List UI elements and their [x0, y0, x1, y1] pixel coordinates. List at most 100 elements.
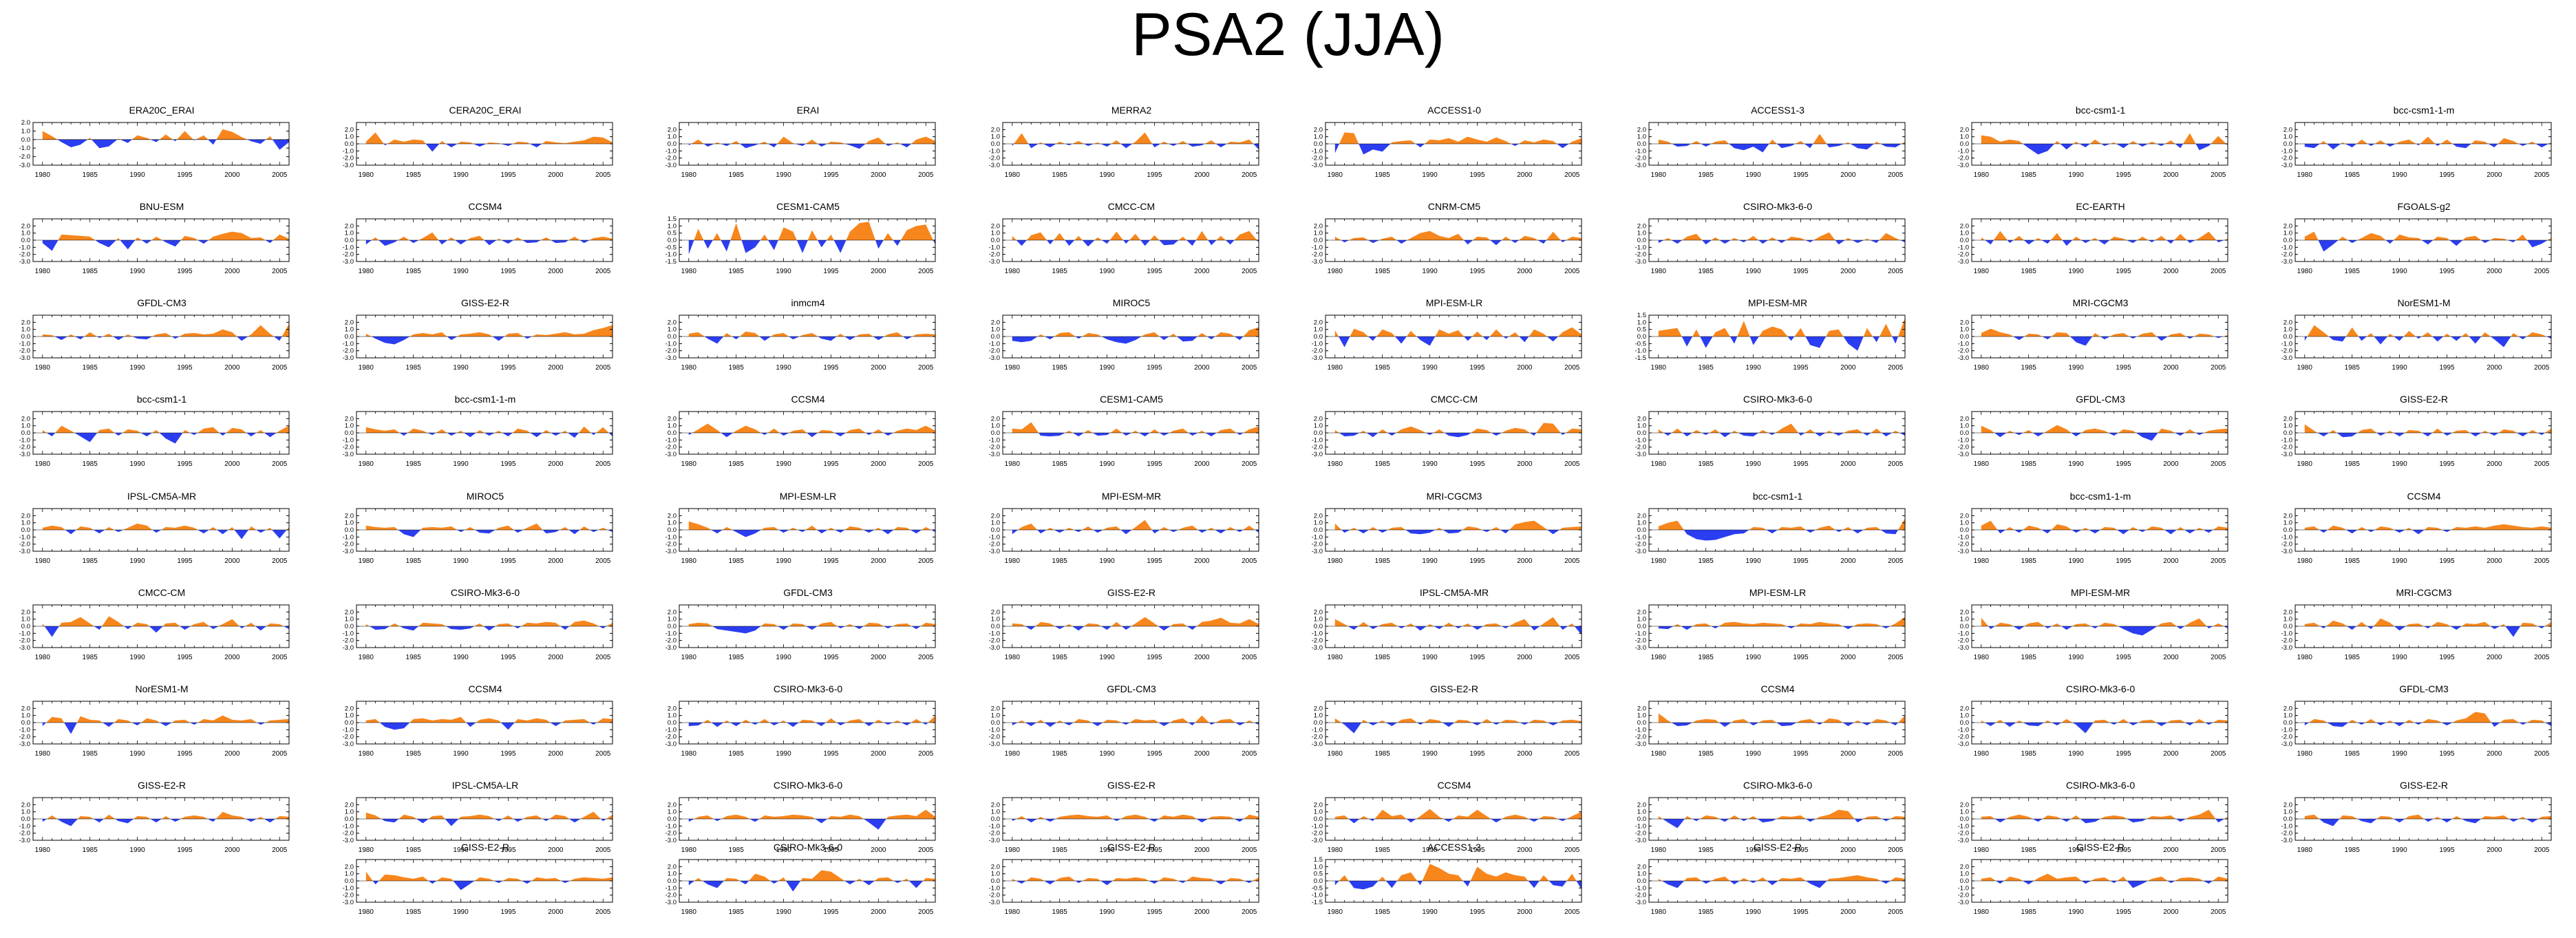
negative-area [2412, 530, 2424, 534]
x-tick-label: 1980 [2297, 171, 2313, 179]
x-tick-label: 1995 [1469, 557, 1485, 565]
positive-area [1844, 142, 1851, 144]
positive-area [497, 239, 502, 240]
x-tick-label: 1990 [1745, 654, 1761, 661]
negative-area [1835, 530, 1843, 532]
y-tick-label: -3.0 [1635, 644, 1646, 652]
negative-area [1139, 433, 1150, 436]
negative-area [1159, 240, 1178, 245]
x-tick-label: 2000 [2163, 268, 2179, 275]
positive-area [2204, 429, 2228, 433]
negative-area [2517, 433, 2528, 436]
positive-area [1759, 327, 1788, 337]
positive-area [921, 623, 935, 626]
negative-area [2469, 337, 2482, 343]
x-tick-label: 1995 [1147, 557, 1162, 565]
positive-area [2431, 622, 2450, 626]
x-tick-label: 2000 [224, 557, 240, 565]
negative-area [761, 433, 768, 435]
negative-area [1160, 433, 1169, 436]
x-tick-label: 1985 [729, 460, 745, 468]
positive-area [2109, 237, 2127, 240]
x-tick-label: 2000 [2163, 171, 2179, 179]
negative-area [438, 240, 447, 244]
positive-area [1776, 424, 1799, 433]
negative-area [2394, 530, 2405, 533]
negative-area [1186, 240, 1196, 246]
positive-area [1217, 236, 1226, 240]
positive-area [771, 333, 789, 337]
positive-area [1472, 332, 1482, 337]
x-tick-label: 2000 [548, 268, 564, 275]
x-tick-label: 2000 [1517, 171, 1533, 179]
x-tick-label: 1995 [2116, 557, 2131, 565]
x-tick-label: 2005 [272, 654, 288, 661]
negative-area [1065, 240, 1074, 246]
positive-area [1981, 136, 2023, 144]
y-tick-label: -3.0 [666, 644, 677, 652]
x-tick-label: 1995 [1793, 171, 1809, 179]
negative-area [372, 337, 410, 344]
negative-area [797, 240, 808, 253]
negative-area [884, 433, 893, 436]
negative-area [2368, 144, 2375, 146]
negative-area [162, 240, 181, 246]
y-tick-label: -3.0 [989, 162, 1000, 169]
positive-area [277, 426, 289, 433]
positive-area [893, 623, 912, 626]
negative-area [447, 433, 457, 436]
negative-area [1482, 530, 1491, 532]
positive-area [2405, 430, 2422, 433]
negative-area [2109, 433, 2118, 436]
positive-area [1682, 234, 1702, 240]
positive-area [740, 332, 760, 337]
positive-area [2165, 140, 2175, 144]
negative-area [2318, 240, 2338, 252]
negative-area [1681, 626, 1693, 630]
negative-area [1738, 433, 1758, 436]
positive-area [2155, 236, 2167, 240]
positive-area [759, 142, 768, 144]
negative-area [2042, 530, 2052, 533]
negative-area [2072, 530, 2081, 533]
x-tick-label: 1985 [1052, 268, 1068, 275]
negative-area [2422, 240, 2434, 244]
y-tick-label: -3.0 [19, 354, 30, 362]
positive-area [1427, 624, 1434, 626]
positive-area [568, 237, 579, 240]
x-tick-label: 1980 [35, 557, 51, 565]
negative-area [1994, 433, 2006, 437]
positive-area [1388, 527, 1406, 530]
positive-area [1405, 623, 1414, 626]
negative-area [2023, 144, 2054, 155]
x-tick-label: 1990 [2068, 364, 2084, 372]
x-tick-label: 1985 [1052, 557, 1068, 565]
negative-area [2118, 626, 2158, 635]
x-tick-label: 2000 [548, 171, 564, 179]
negative-area [1122, 433, 1131, 436]
positive-area [2158, 429, 2175, 433]
negative-area [2186, 337, 2194, 339]
negative-area [1472, 626, 1483, 630]
positive-area [76, 526, 94, 530]
negative-area [502, 240, 514, 244]
positive-area [2081, 528, 2089, 530]
positive-area [2341, 142, 2345, 144]
x-tick-label: 2005 [595, 557, 611, 565]
positive-area [245, 623, 255, 626]
x-tick-label: 2000 [1517, 268, 1533, 275]
negative-area [475, 530, 495, 533]
x-tick-label: 1985 [1375, 557, 1391, 565]
x-tick-label: 1990 [2392, 268, 2407, 275]
negative-area [1235, 337, 1244, 340]
positive-area [1110, 429, 1122, 433]
